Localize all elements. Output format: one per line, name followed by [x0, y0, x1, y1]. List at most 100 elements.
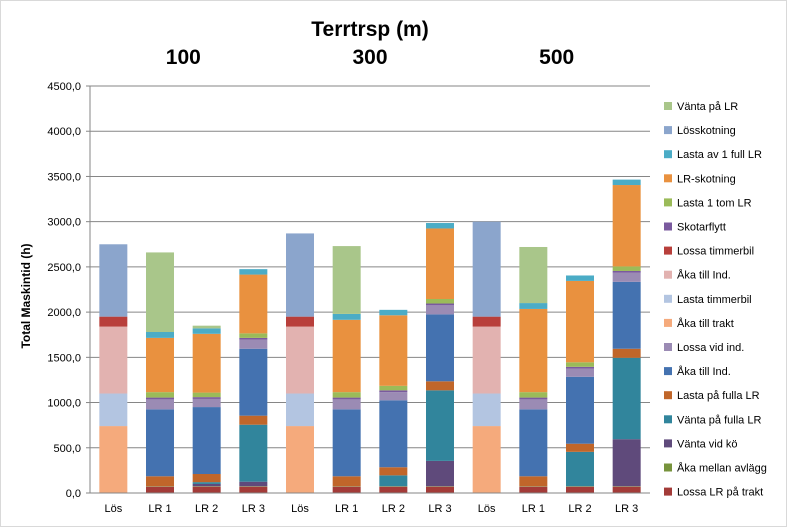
legend-label: Lösskotning [677, 125, 736, 137]
bar-segment [613, 273, 641, 282]
bar-segment [379, 400, 407, 467]
bar-segment [239, 425, 267, 482]
bar-segment [613, 185, 641, 266]
legend-label: Lossa LR på trakt [677, 487, 763, 499]
bar-segment [379, 386, 407, 391]
bar-segment [613, 439, 641, 486]
bar-segment [286, 233, 314, 316]
legend-label: Vänta vid kö [677, 438, 738, 450]
group-label: 100 [166, 46, 201, 69]
bar-segment [193, 328, 221, 333]
bar-segment [146, 338, 174, 392]
bar-segment [286, 317, 314, 327]
bar-segment [473, 394, 501, 427]
bar-segment [613, 266, 641, 271]
x-tick-label: LR 3 [242, 503, 265, 515]
bar-segment [519, 247, 547, 303]
bar-segment [613, 271, 641, 273]
bar-segment [379, 392, 407, 400]
x-tick-label: LR 1 [335, 503, 358, 515]
legend-label: Lasta 1 tom LR [677, 197, 752, 209]
bar-segment [426, 381, 454, 390]
legend-swatch [664, 367, 672, 375]
bar-segment [426, 299, 454, 304]
bar-segment [519, 309, 547, 392]
x-tick-label: Lös [478, 503, 496, 515]
bar-segment [99, 426, 127, 493]
legend-swatch [664, 295, 672, 303]
bar-segment [193, 474, 221, 482]
bar-segment [193, 484, 221, 486]
x-tick-label: LR 2 [382, 503, 405, 515]
bar-segment [613, 358, 641, 439]
bar-segment [473, 327, 501, 394]
bar-segment [146, 487, 174, 493]
bar-segment [193, 326, 221, 329]
legend-label: Vänta på LR [677, 101, 738, 113]
bar-segment [519, 398, 547, 400]
bar-segment [193, 407, 221, 474]
bar-segment [333, 487, 361, 493]
bar-segment [613, 349, 641, 358]
legend-swatch [664, 174, 672, 182]
y-tick-label: 3500,0 [47, 171, 81, 183]
bar-segment [566, 367, 594, 369]
bar-segment [379, 310, 407, 315]
bar-segment [333, 399, 361, 409]
bar-segment [426, 223, 454, 228]
x-tick-label: LR 1 [522, 503, 545, 515]
bar-segment [146, 332, 174, 338]
bar-segment [519, 487, 547, 493]
bar-segment [473, 222, 501, 317]
bar-segment [379, 467, 407, 475]
legend-swatch [664, 150, 672, 158]
bar-segment [99, 244, 127, 316]
group-label: 500 [539, 46, 574, 69]
bar-segment [519, 392, 547, 397]
legend-label: Åka till Ind. [677, 269, 731, 282]
bar-segment [519, 409, 547, 476]
bar-segment [613, 180, 641, 185]
bar-segment [566, 281, 594, 362]
x-tick-label: LR 1 [148, 503, 171, 515]
y-tick-label: 1000,0 [47, 398, 81, 410]
legend-swatch [664, 102, 672, 110]
bar-segment [239, 487, 267, 493]
x-tick-label: Lös [291, 503, 309, 515]
bar-segment [333, 246, 361, 314]
bar-segment [566, 487, 594, 493]
x-tick-label: LR 2 [568, 503, 591, 515]
bar-segment [146, 252, 174, 332]
bar-segment [426, 487, 454, 493]
legend-swatch [664, 247, 672, 255]
bar-segment [426, 461, 454, 486]
legend-swatch [664, 415, 672, 423]
bar-segment [99, 327, 127, 394]
y-tick-label: 4500,0 [47, 81, 81, 93]
bar-segment [286, 327, 314, 394]
legend-label: Lasta av 1 full LR [677, 149, 762, 161]
bar-segment [239, 333, 267, 338]
legend-label: Vänta på fulla LR [677, 414, 761, 426]
y-tick-label: 3000,0 [47, 217, 81, 229]
legend-swatch [664, 391, 672, 399]
bar-segment [519, 303, 547, 309]
legend-swatch [664, 464, 672, 472]
bar-segment [566, 444, 594, 452]
bar-segment [566, 452, 594, 486]
bar-segment [379, 487, 407, 493]
bar-segment [379, 315, 407, 386]
bar-segment [239, 340, 267, 349]
bar-segment [426, 305, 454, 314]
x-tick-label: LR 2 [195, 503, 218, 515]
bar-segment [146, 409, 174, 476]
x-tick-label: LR 3 [615, 503, 638, 515]
legend-label: LR-skotning [677, 173, 736, 185]
legend-label: Skotarflytt [677, 222, 726, 234]
legend-label: Åka till Ind. [677, 365, 731, 378]
bar-segment [193, 397, 221, 399]
bar-segment [239, 269, 267, 274]
bar-segment [379, 475, 407, 486]
